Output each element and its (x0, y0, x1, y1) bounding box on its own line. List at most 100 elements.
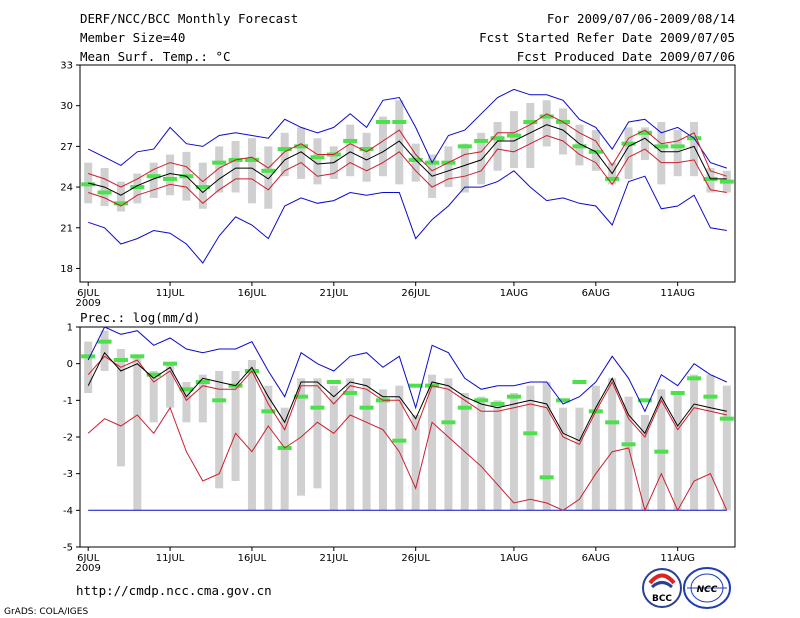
prec-median-day-2 (97, 339, 112, 344)
temp-median-day-5 (146, 174, 161, 179)
temp-median-day-20 (392, 119, 407, 124)
variable-label: Mean Surf. Temp.: °C (80, 49, 231, 64)
bcc-logo-text: BCC (652, 594, 672, 604)
temp-box-day-20 (395, 100, 404, 185)
grads-credit: GrADS: COLA/IGES (4, 607, 88, 617)
temp-median-day-8 (195, 185, 210, 190)
temp-xtick-label-11JUL: 11JUL (156, 288, 185, 299)
temp-box-day-34 (624, 127, 633, 179)
temp-box-day-13 (280, 132, 289, 177)
temp-box-day-5 (149, 162, 158, 198)
temp-box-day-15 (313, 138, 322, 185)
temp-median-day-37 (670, 144, 685, 149)
prec-ytick-label--2: -2 (63, 433, 73, 444)
prec-lower-line (87, 406, 728, 512)
prec-median-day-15 (310, 405, 325, 410)
prec-median-day-9 (212, 398, 227, 403)
prec-box-day-28 (526, 385, 535, 511)
temp-xtick-label-1AUG: 1AUG (500, 288, 528, 299)
temperature-panel: 18 21 24 27 30 33 6JUL 11JUL 16JUL 21JUL 26JUL 1AUG… (60, 61, 736, 309)
prec-ytick-label--1: -1 (63, 396, 73, 407)
prec-box-day-40 (722, 385, 731, 511)
temp-box-day-26 (493, 121, 502, 171)
temp-box-day-14 (297, 127, 306, 179)
temp-ytick-label-18: 18 (60, 264, 73, 275)
prec-box-day-30 (559, 407, 568, 511)
temp-box-day-35 (640, 127, 649, 160)
prec-box-day-7 (182, 382, 191, 423)
temp-median-day-29 (539, 114, 554, 119)
prec-box-day-10 (231, 371, 240, 481)
temp-median-day-14 (294, 144, 309, 149)
prec-box-day-19 (378, 389, 387, 511)
prec-box-day-33 (608, 378, 617, 511)
temp-median-day-18 (359, 147, 374, 152)
start-date-label: Fcst Started Refer Date 2009/07/05 (479, 30, 735, 45)
ncc-logo: NCC (683, 567, 731, 609)
temp-median-day-36 (654, 144, 669, 149)
prec-box-day-15 (313, 378, 322, 489)
prec-median-day-27 (506, 394, 521, 399)
temp-box-day-24 (460, 143, 469, 193)
prec-box-day-11 (247, 360, 256, 511)
prec-box-day-21 (411, 415, 420, 511)
temp-box-day-11 (247, 138, 256, 204)
prec-xtick-label-16JUL: 16JUL (238, 553, 267, 564)
temp-mean-line (88, 124, 727, 196)
temp-median-day-6 (163, 176, 178, 181)
temp-box-day-27 (509, 111, 518, 169)
prec-box-day-39 (706, 374, 715, 511)
temp-box-day-36 (657, 121, 666, 185)
temp-ytick-label-33: 33 (60, 61, 73, 72)
footer-url[interactable]: http://cmdp.ncc.cma.gov.cn (76, 583, 272, 598)
prec-median-day-14 (294, 394, 309, 399)
temp-year-label: 2009 (75, 298, 100, 309)
temp-median-day-3 (113, 201, 128, 206)
prec-median-day-5 (146, 372, 161, 377)
temp-box-day-21 (411, 143, 420, 182)
prec-median-day-25 (474, 398, 489, 403)
forecast-period-label: For 2009/07/06-2009/08/14 (547, 11, 735, 26)
prec-mean-line (87, 351, 727, 442)
temp-box-day-30 (559, 108, 568, 155)
temp-median-day-34 (621, 141, 636, 146)
prec-year-label: 2009 (75, 563, 100, 574)
prec-box-day-17 (346, 378, 355, 511)
prec-xtick-label-11JUL: 11JUL (156, 553, 185, 564)
prec-box-day-13 (280, 407, 289, 511)
prec-median-day-29 (539, 475, 554, 480)
produced-date-label: Fcst Produced Date 2009/07/06 (517, 49, 735, 64)
temp-xtick-label-6JUL: 6JUL (77, 288, 100, 299)
prec-median-day-40 (719, 416, 734, 421)
temp-box-day-29 (542, 100, 551, 147)
prec-box-day-23 (444, 378, 453, 511)
prec-median-day-28 (523, 431, 538, 436)
temp-median-day-25 (474, 138, 489, 143)
temp-box-day-6 (166, 154, 175, 196)
prec-box-day-29 (542, 382, 551, 511)
temp-xtick-label-6AUG: 6AUG (582, 288, 610, 299)
prec-plot-frame (79, 326, 736, 548)
temp-ytick-label-30: 30 (60, 101, 73, 112)
prec-median-day-3 (113, 358, 128, 362)
prec-median-day-31 (572, 380, 587, 384)
prec-box-day-1 (84, 341, 93, 393)
temp-box-day-37 (673, 130, 682, 177)
prec-xtick-label-6JUL: 6JUL (77, 553, 100, 564)
temp-median-day-35 (637, 130, 652, 135)
temp-median-day-19 (375, 119, 390, 124)
prec-box-day-6 (166, 363, 175, 408)
prec-xtick-label-11AUG: 11AUG (660, 553, 695, 564)
prec-ytick-label--3: -3 (63, 469, 73, 480)
prec-upper-line (87, 355, 727, 445)
prec-box-day-4 (133, 356, 142, 511)
prec-box-day-3 (116, 349, 125, 467)
prec-median-day-8 (195, 380, 210, 384)
prec-box-day-34 (624, 396, 633, 511)
prec-median-day-26 (490, 402, 505, 406)
temp-box-day-18 (362, 132, 371, 182)
temp-ytick-label-21: 21 (60, 223, 73, 234)
prec-box-day-37 (673, 393, 682, 511)
temp-plot-frame (79, 64, 736, 283)
